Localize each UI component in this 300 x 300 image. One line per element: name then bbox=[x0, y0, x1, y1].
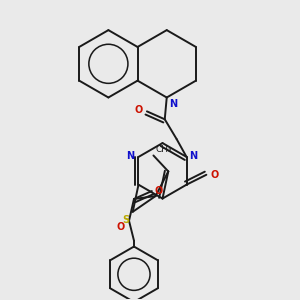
Text: S: S bbox=[123, 215, 130, 225]
Text: N: N bbox=[190, 151, 198, 161]
Text: O: O bbox=[210, 170, 219, 180]
Text: CH₃: CH₃ bbox=[155, 146, 172, 154]
Text: O: O bbox=[135, 105, 143, 116]
Text: O: O bbox=[155, 186, 163, 196]
Text: N: N bbox=[169, 100, 177, 110]
Text: O: O bbox=[117, 222, 125, 232]
Text: N: N bbox=[126, 151, 134, 161]
